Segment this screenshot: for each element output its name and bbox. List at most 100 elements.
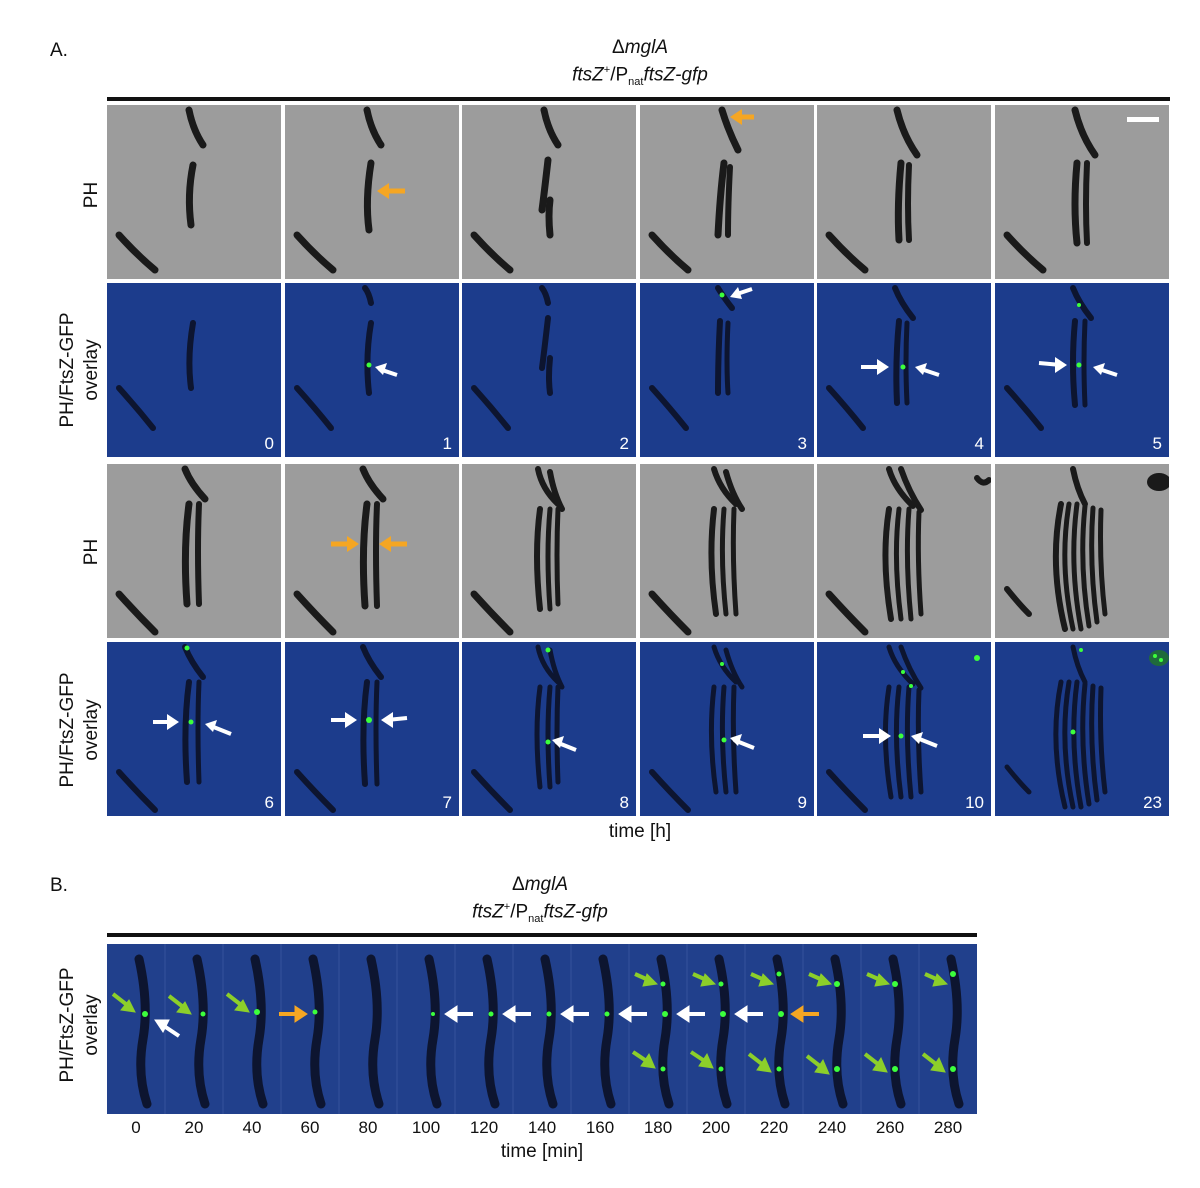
panel-b-timelapse-strip [107,944,977,1114]
subscript-nat: nat [628,76,644,89]
overlay-tile-t3: 3 [640,283,814,457]
panel-a-letter: A. [50,40,68,61]
ph-tile-t1 [285,105,459,279]
timepoint-label-t7: 7 [442,793,452,812]
timepoint-label-t0: 0 [264,434,274,453]
overlay-tile-t8: 8 [462,642,636,816]
tick-label-60: 60 [300,1118,320,1137]
timepoint-label-t3: 3 [797,434,807,453]
panel-b-axis-label: time [min] [500,1141,584,1162]
panel-b-genotype-line1: ΔmglA [440,874,640,896]
tick-label-240: 240 [817,1118,847,1137]
white-arrow-icons [154,1005,763,1038]
ph-tile-t23 [995,464,1169,638]
tick-label-140: 140 [527,1118,557,1137]
ph-tile-t6 [107,464,281,638]
overlay-tile-t23: 23 [995,642,1169,816]
ph-tile-t7 [285,464,459,638]
panel-a-genotype-line1: ΔmglA [540,37,740,59]
tick-label-200: 200 [701,1118,731,1137]
tick-label-280: 280 [933,1118,963,1137]
panel-a-header-bar [107,97,1170,101]
gene-mglA: mglA [524,874,568,895]
overlay-tile-t0: 0 [107,283,281,457]
white-arrow-icon [331,712,357,728]
row-label-overlay-top: PH/FtsZ-GFP overlay [56,312,104,427]
gene-ftsz-gfp: ftsZ-gfp [543,901,608,923]
ph-tile-t3 [640,105,814,279]
subscript-nat: nat [528,913,544,926]
delta-symbol: Δ [612,37,625,58]
panel-b-genotype-line2: ftsZ+/PnatftsZ-gfp [390,901,690,925]
tick-label-260: 260 [875,1118,905,1137]
gene-mglA: mglA [624,37,668,58]
row-label-b-line1: PH/FtsZ-GFP [57,967,78,1083]
ph-tile-t8 [462,464,636,638]
white-arrow-icon [730,734,755,750]
white-arrow-icon [911,732,938,748]
white-arrow-icon [1038,357,1067,373]
row-label-ph-bottom: PH [81,538,102,566]
orange-arrow-icon [331,536,359,552]
row-label-overlay-line2: overlay [81,339,102,401]
gene-ftsz: ftsZ [572,64,604,86]
tick-label-180: 180 [643,1118,673,1137]
white-arrow-icon [863,728,891,744]
timepoint-label-t10: 10 [965,793,984,812]
ph-tile-t4 [817,105,991,279]
white-arrow-icon [730,287,753,299]
panel-a-genotype-line2: ftsZ+/PnatftsZ-gfp [490,64,790,88]
timepoint-label-t1: 1 [442,434,452,453]
row-label-overlay-bottom: PH/FtsZ-GFP overlay [56,672,104,787]
white-arrow-icon [153,714,179,730]
white-arrow-icon [1093,363,1118,377]
timepoint-label-t4: 4 [974,434,984,453]
timepoint-label-t8: 8 [619,793,629,812]
white-arrow-icon [552,736,577,752]
orange-arrow-icons [279,1005,819,1023]
overlay-tile-t4: 4 [817,283,991,457]
ph-tile-t0 [107,105,281,279]
timepoint-label-t23: 23 [1143,793,1162,812]
timepoint-label-t5: 5 [1152,434,1162,453]
orange-arrow-icon [379,536,407,552]
panel-b-letter: B. [50,875,68,896]
timelapse-svg [111,944,964,1114]
white-arrow-icon [381,712,408,728]
row-label-overlay-line2: overlay [81,699,102,761]
superscript-plus: + [503,901,511,913]
tick-label-0: 0 [131,1118,141,1137]
scale-bar [1127,117,1159,122]
timepoint-label-t6: 6 [264,793,274,812]
white-arrow-icon [861,359,889,375]
white-arrow-icon [375,363,398,377]
panel-a-axis-label: time [h] [608,821,672,842]
ph-tile-t2 [462,105,636,279]
timepoint-label-t9: 9 [797,793,807,812]
gene-ftsz: ftsZ [472,901,504,923]
delta-symbol: Δ [512,874,525,895]
timepoint-label-t2: 2 [619,434,629,453]
row-label-overlay-line1: PH/FtsZ-GFP [57,312,78,428]
tick-label-100: 100 [411,1118,441,1137]
orange-arrow-icon [377,183,405,199]
ph-tile-t5 [995,105,1169,279]
tick-label-220: 220 [759,1118,789,1137]
row-label-ph-top: PH [81,181,102,209]
green-arrow-icons [111,972,949,1075]
overlay-tile-t1: 1 [285,283,459,457]
gene-ftsz-gfp: ftsZ-gfp [643,64,708,86]
superscript-plus: + [603,64,611,76]
promoter-p: /P [610,64,629,86]
tick-label-160: 160 [585,1118,615,1137]
tick-label-20: 20 [184,1118,204,1137]
overlay-tile-t7: 7 [285,642,459,816]
overlay-tile-t5: 5 [995,283,1169,457]
tick-label-80: 80 [358,1118,378,1137]
overlay-tile-t10: 10 [817,642,991,816]
white-arrow-icon [205,720,232,736]
tick-label-40: 40 [242,1118,262,1137]
overlay-tile-t9: 9 [640,642,814,816]
panel-b-header-bar [107,933,977,937]
row-label-b-line2: overlay [81,994,102,1056]
